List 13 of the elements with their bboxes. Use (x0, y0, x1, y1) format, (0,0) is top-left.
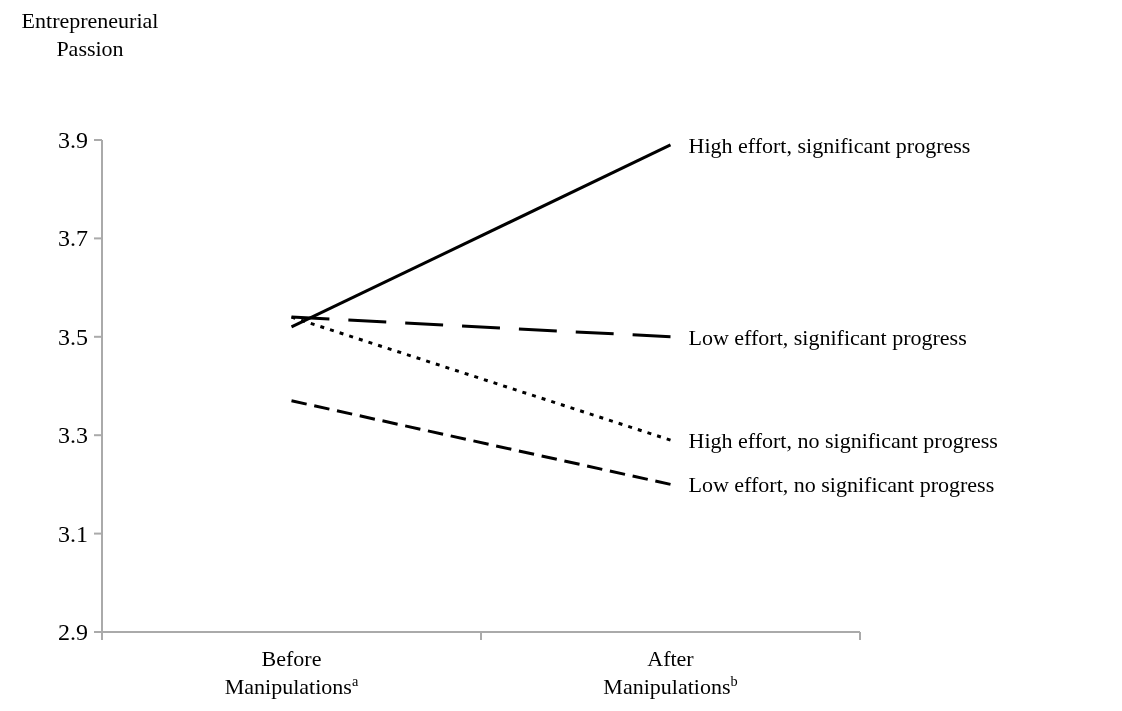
series-label: Low effort, no significant progress (688, 472, 995, 498)
x-tick-label: After Manipulations$^{b}$ (603, 646, 738, 699)
y-tick-label: 3.5 (58, 323, 88, 350)
y-axis-title: Entrepreneurial Passion (21, 8, 159, 61)
y-tick-label: 3.7 (58, 225, 88, 252)
series-label: Low effort, significant progress (688, 324, 967, 350)
y-tick-label: 2.9 (58, 619, 88, 645)
x-tick-label: Before Manipulations$^{a}$ (224, 646, 359, 699)
y-tick-label: 3.1 (58, 520, 88, 547)
y-tick-label: 3.9 (58, 127, 88, 153)
series-label: High effort, no significant progress (688, 428, 998, 454)
y-tick-label: 3.3 (58, 422, 88, 449)
series-label: High effort, significant progress (688, 132, 971, 158)
